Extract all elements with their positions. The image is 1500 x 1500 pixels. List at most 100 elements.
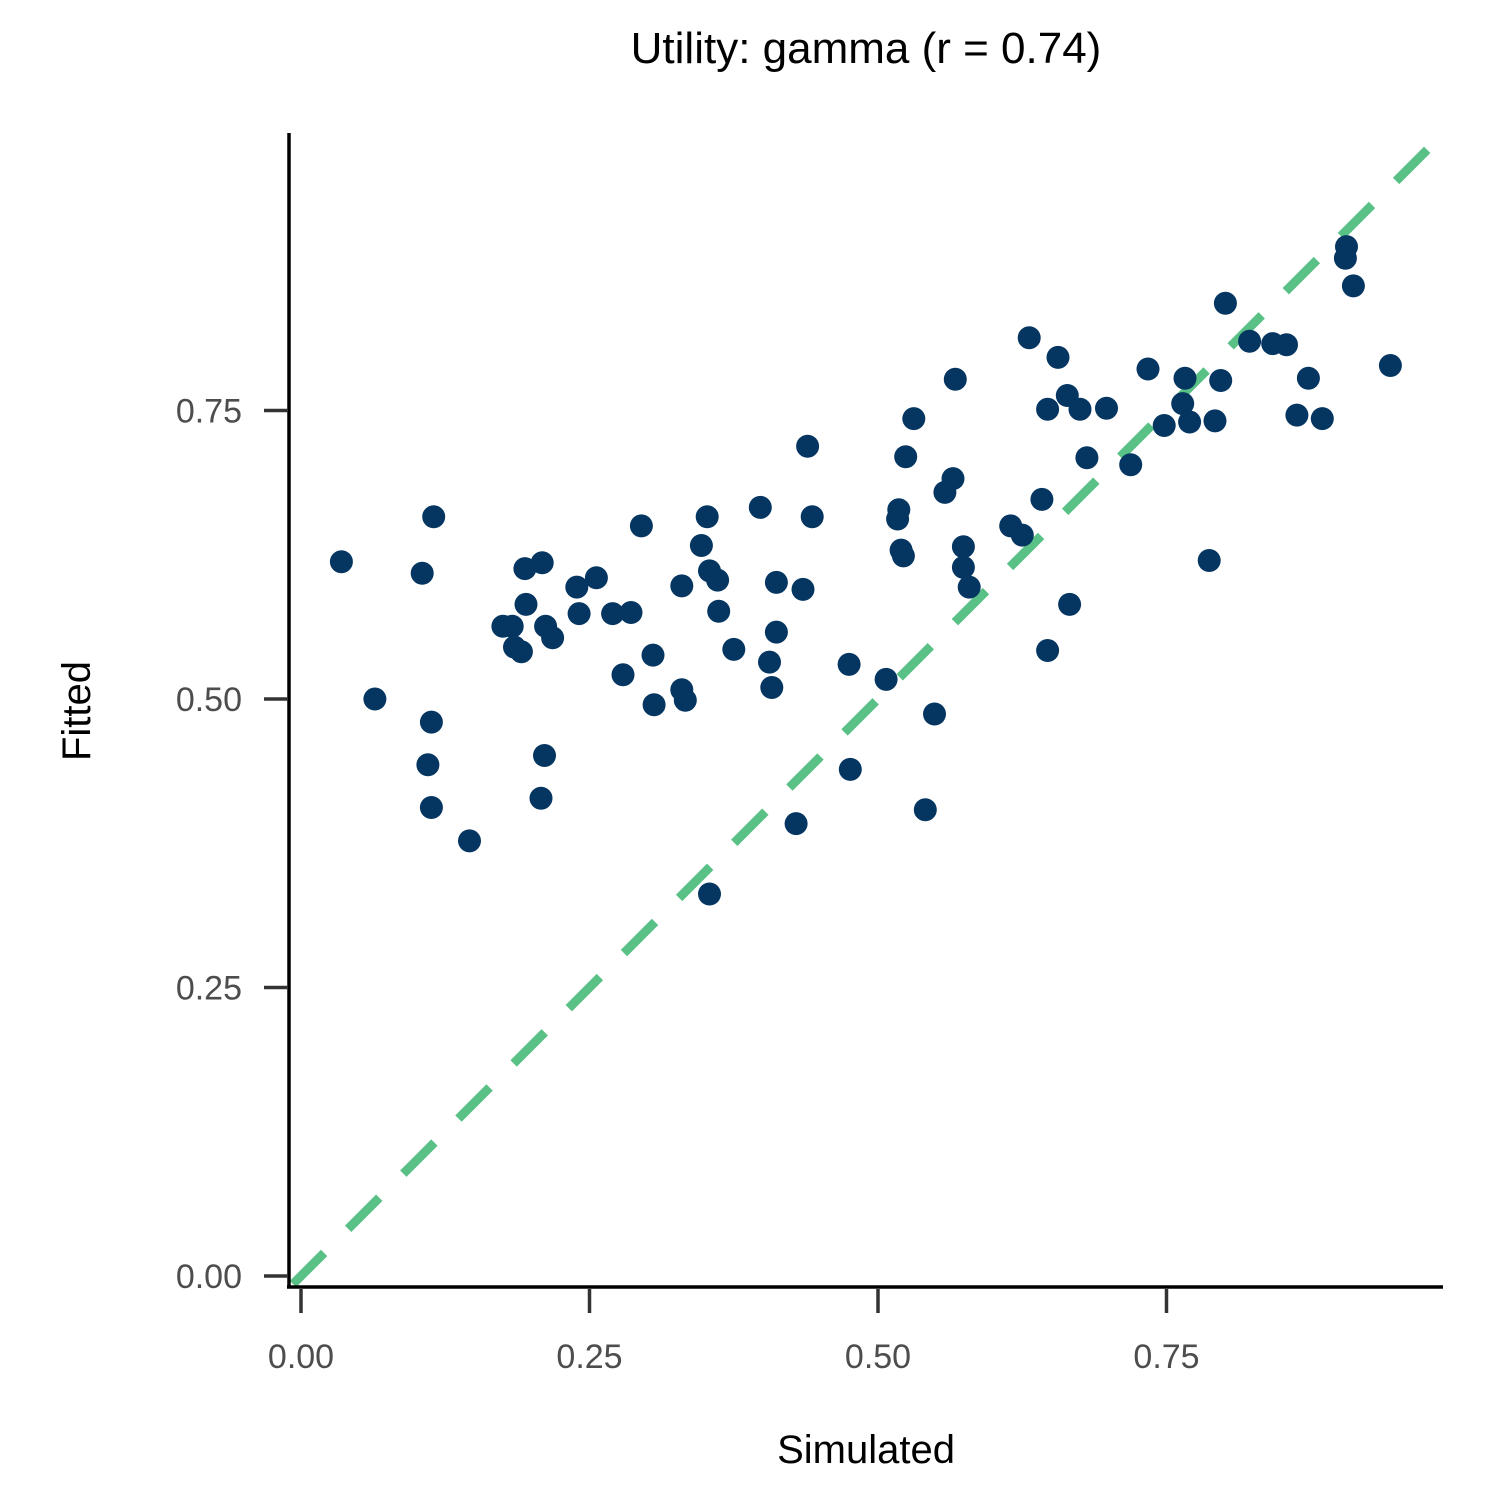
- data-point: [748, 495, 772, 519]
- identity-line: [289, 137, 1440, 1288]
- data-point: [670, 574, 694, 598]
- data-point: [1171, 392, 1195, 416]
- data-point: [1119, 453, 1143, 477]
- data-point: [764, 570, 788, 594]
- data-point: [706, 568, 730, 592]
- data-point: [1296, 366, 1320, 390]
- data-point: [584, 566, 608, 590]
- data-point: [1075, 446, 1099, 470]
- data-point: [500, 614, 524, 638]
- data-point: [619, 601, 643, 624]
- data-point: [513, 557, 537, 581]
- data-point: [1178, 410, 1202, 434]
- data-point: [913, 798, 937, 822]
- data-point: [764, 620, 788, 644]
- data-point: [760, 676, 784, 699]
- data-point: [533, 744, 556, 767]
- data-point: [1068, 397, 1092, 421]
- data-point: [1017, 326, 1041, 350]
- data-point: [1010, 523, 1034, 547]
- x-axis-title: Simulated: [777, 1428, 955, 1472]
- data-point: [695, 505, 719, 529]
- y-axis-ticks: 0.00 0.25 0.50 0.75: [176, 393, 288, 1296]
- data-point: [641, 643, 665, 667]
- y-tick-label: 0.75: [176, 393, 242, 431]
- data-point: [419, 710, 443, 734]
- data-point: [943, 367, 967, 391]
- data-point: [800, 505, 824, 529]
- data-point: [416, 753, 440, 777]
- data-point: [758, 650, 781, 674]
- data-point: [689, 534, 713, 557]
- data-point: [1152, 414, 1176, 437]
- data-point: [951, 555, 975, 579]
- data-point: [941, 467, 965, 491]
- data-point: [1173, 366, 1197, 390]
- data-point: [874, 667, 898, 691]
- data-point: [1310, 407, 1334, 431]
- data-point: [951, 535, 975, 559]
- chart-title: Utility: gamma (r = 0.74): [631, 24, 1102, 73]
- data-point: [611, 663, 635, 687]
- x-tick-label: 0.25: [556, 1338, 622, 1376]
- data-point: [1203, 409, 1227, 433]
- data-point: [1335, 235, 1358, 259]
- data-point: [410, 561, 434, 585]
- data-point: [673, 688, 697, 712]
- data-point: [1378, 354, 1402, 377]
- data-point: [707, 599, 731, 623]
- data-point: [530, 551, 554, 575]
- data-point: [422, 505, 446, 529]
- data-point: [698, 882, 721, 906]
- data-point: [601, 602, 625, 626]
- data-point: [894, 445, 918, 469]
- data-point: [1046, 345, 1070, 369]
- data-point: [923, 702, 946, 726]
- data-point: [642, 693, 666, 717]
- data-point: [838, 757, 862, 781]
- data-point: [458, 829, 481, 853]
- data-point: [1285, 403, 1309, 427]
- data-point: [529, 786, 553, 810]
- data-point: [837, 652, 861, 676]
- y-axis-title: Fitted: [55, 661, 99, 761]
- data-point: [891, 544, 915, 568]
- data-point: [1136, 357, 1160, 381]
- data-point: [1095, 396, 1118, 420]
- data-point: [1197, 549, 1221, 572]
- data-point: [509, 640, 533, 664]
- x-tick-label: 0.50: [845, 1338, 911, 1376]
- data-point: [1238, 329, 1262, 353]
- y-tick-label: 0.50: [176, 681, 242, 719]
- x-axis-ticks: 0.00 0.25 0.50 0.75: [268, 1289, 1200, 1376]
- x-tick-label: 0.00: [268, 1338, 334, 1376]
- y-tick-label: 0.25: [176, 970, 242, 1008]
- data-point: [1030, 487, 1054, 511]
- data-point: [1036, 397, 1060, 421]
- data-point: [1058, 592, 1082, 616]
- data-points: [329, 235, 1402, 906]
- data-point: [514, 592, 538, 616]
- data-point: [902, 407, 926, 431]
- data-point: [1036, 639, 1060, 662]
- data-point: [541, 626, 565, 650]
- data-point: [1341, 274, 1365, 298]
- identity-reference-line: [289, 137, 1440, 1288]
- data-point: [1209, 369, 1233, 392]
- data-point: [567, 602, 591, 626]
- data-point: [791, 577, 815, 601]
- y-tick-label: 0.00: [176, 1258, 242, 1296]
- data-point: [722, 637, 746, 661]
- data-point: [419, 796, 443, 819]
- data-point: [1275, 333, 1298, 357]
- data-point: [887, 498, 911, 522]
- data-point: [565, 575, 589, 599]
- data-point: [329, 550, 353, 574]
- data-point: [363, 687, 387, 711]
- data-point: [957, 575, 981, 599]
- x-tick-label: 0.75: [1133, 1338, 1199, 1376]
- data-point: [784, 812, 808, 836]
- data-point: [796, 434, 820, 458]
- data-point: [629, 514, 653, 538]
